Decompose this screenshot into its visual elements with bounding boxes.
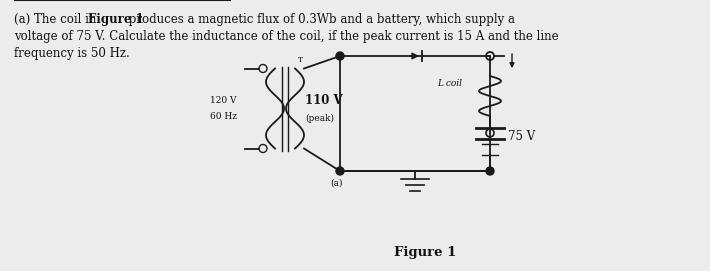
Text: produces a magnetic flux of 0.3Wb and a battery, which supply a: produces a magnetic flux of 0.3Wb and a … xyxy=(125,13,515,26)
Circle shape xyxy=(336,52,344,60)
Text: (a): (a) xyxy=(330,179,342,188)
Text: T: T xyxy=(298,56,304,63)
Circle shape xyxy=(486,167,494,175)
Circle shape xyxy=(336,167,344,175)
Text: voltage of 75 V. Calculate the inductance of the coil, if the peak current is 15: voltage of 75 V. Calculate the inductanc… xyxy=(14,30,559,43)
Text: 75 V: 75 V xyxy=(508,130,535,143)
Text: Figure 1: Figure 1 xyxy=(394,246,457,259)
Text: 120 V: 120 V xyxy=(210,96,237,105)
Text: frequency is 50 Hz.: frequency is 50 Hz. xyxy=(14,47,130,60)
Text: L coil: L coil xyxy=(437,79,462,89)
Text: (peak): (peak) xyxy=(305,114,334,123)
Text: 110 V: 110 V xyxy=(305,94,343,107)
Text: (a) The coil in: (a) The coil in xyxy=(14,13,100,26)
Text: 60 Hz: 60 Hz xyxy=(210,112,237,121)
Text: Figure 1: Figure 1 xyxy=(88,13,143,26)
